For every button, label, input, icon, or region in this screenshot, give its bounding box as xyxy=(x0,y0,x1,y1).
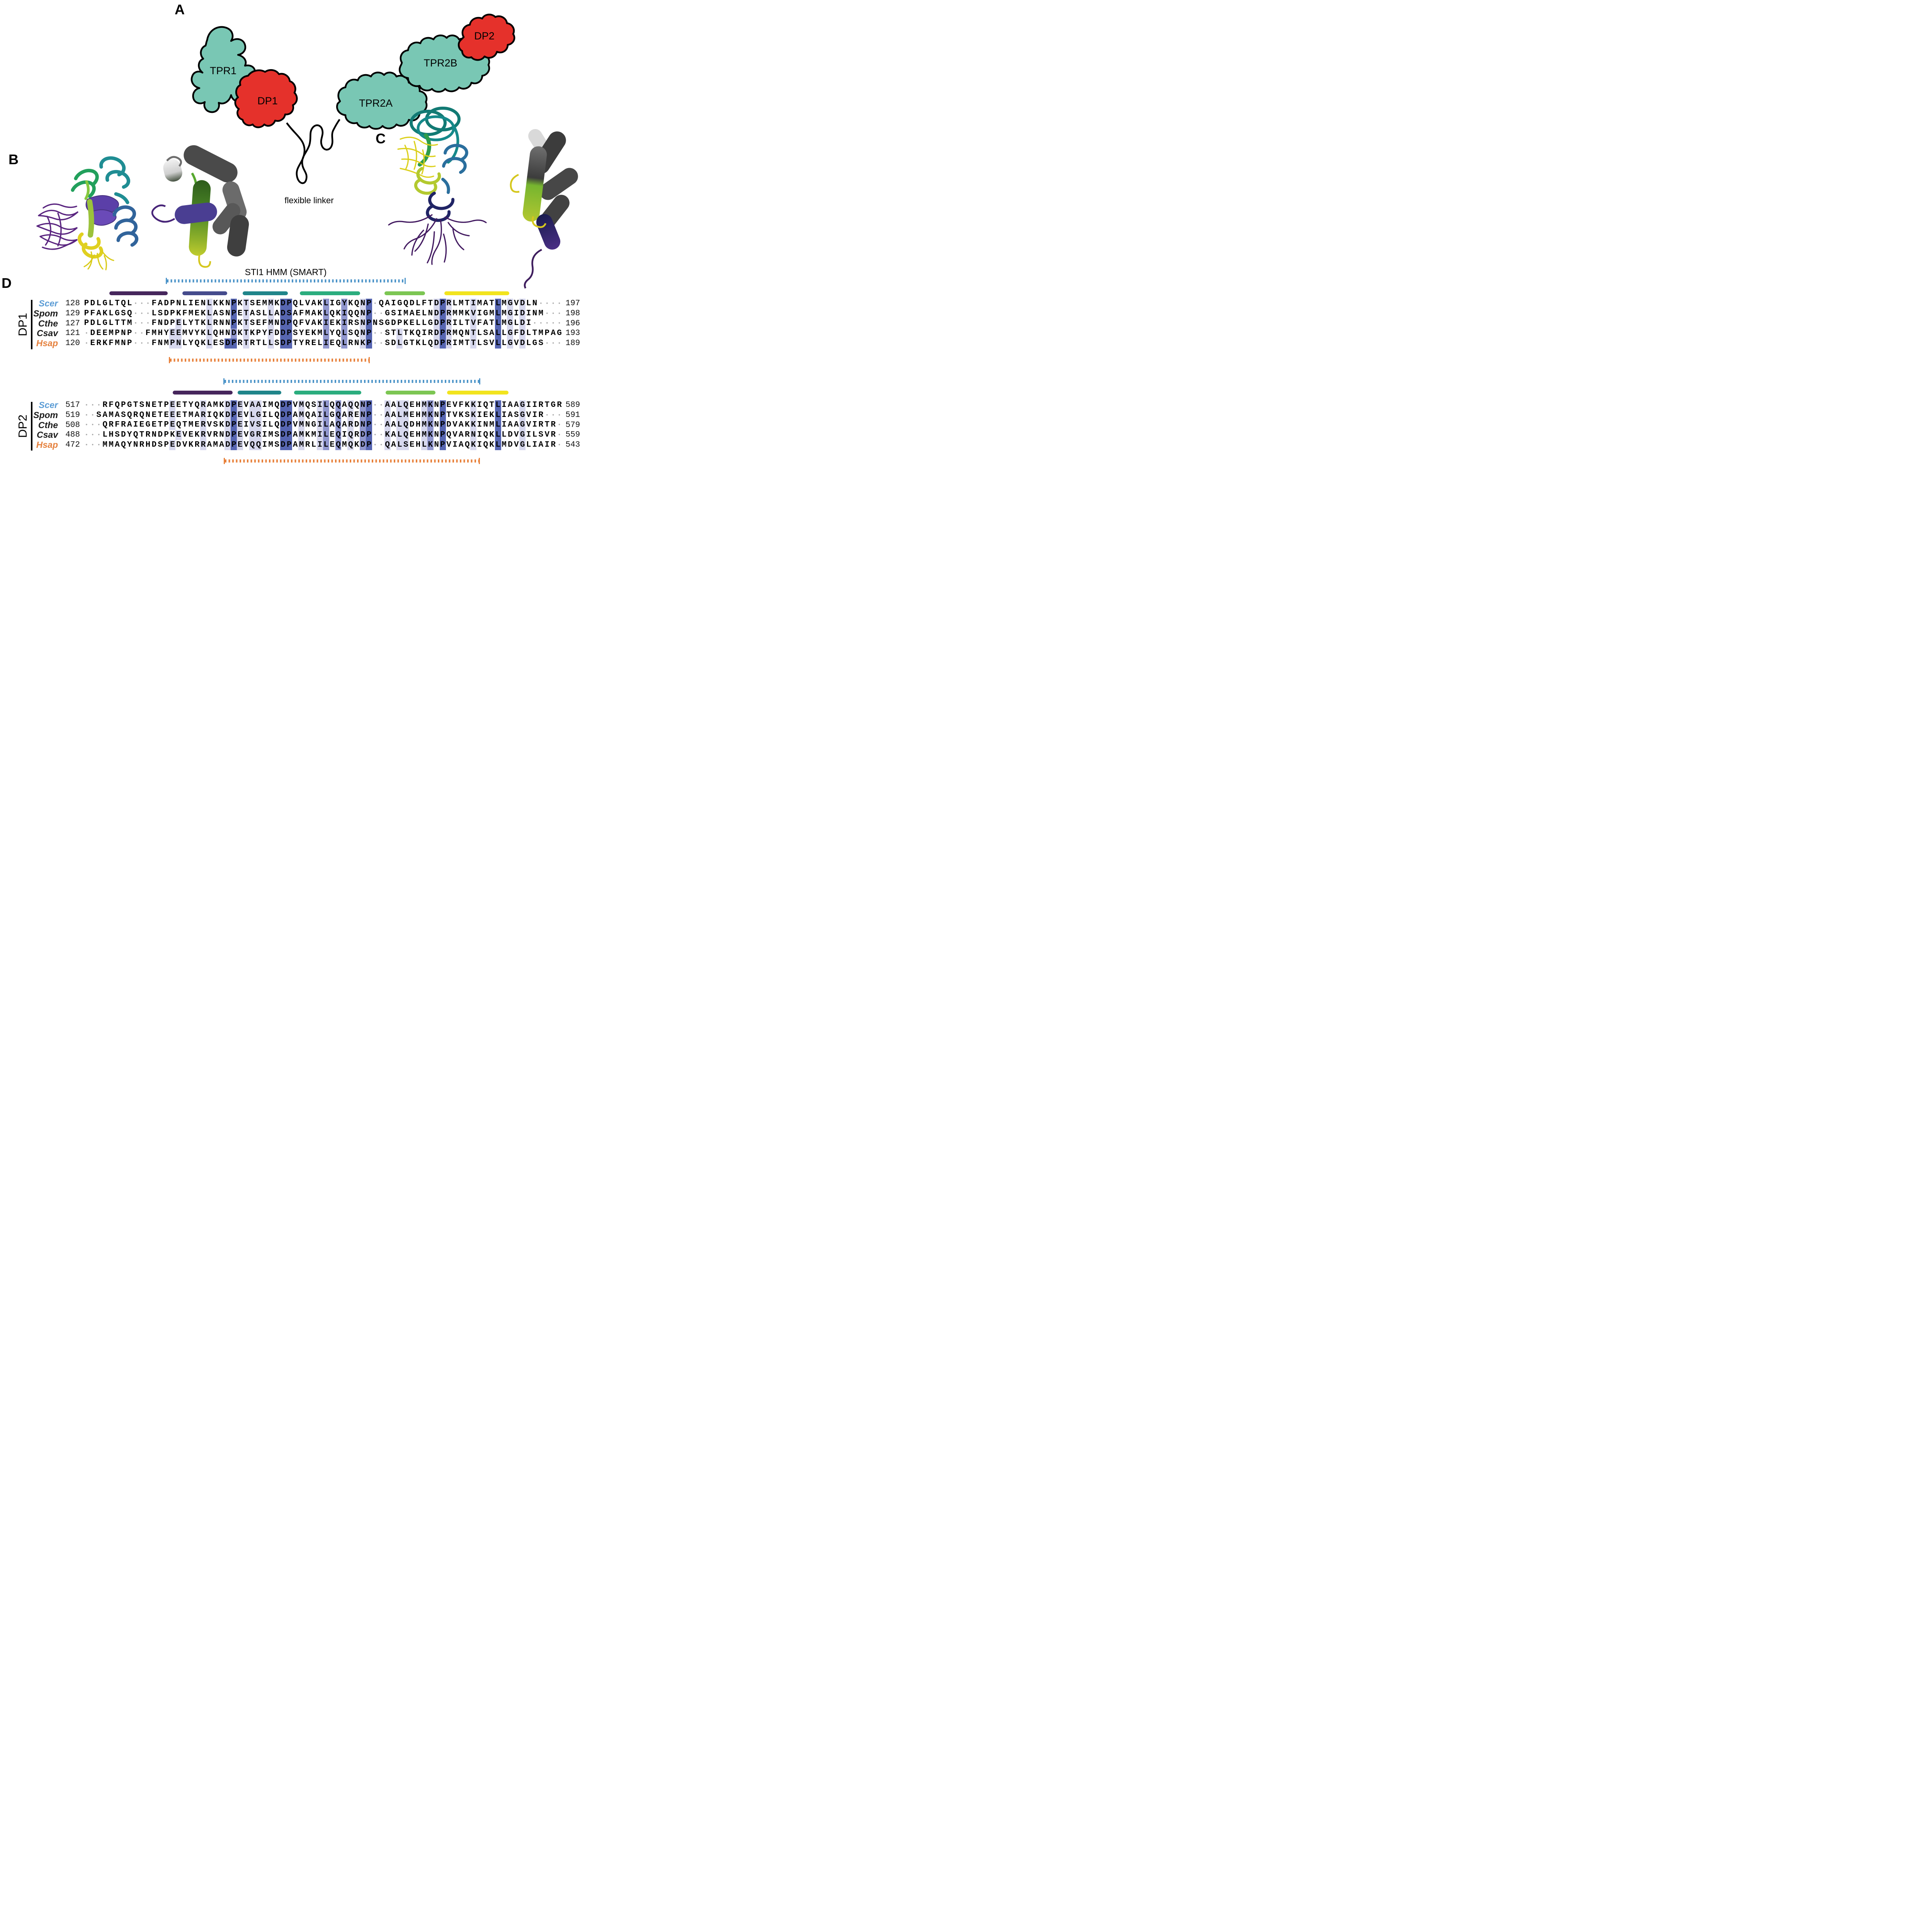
end-residue-number: 197 xyxy=(565,299,580,308)
dp2-helix-bar-lightgreen xyxy=(386,391,435,395)
domain-cartoon xyxy=(190,14,515,184)
flexible-linker-line xyxy=(286,119,340,184)
end-residue-number: 559 xyxy=(565,430,580,440)
panel-b-label: B xyxy=(9,151,19,167)
end-residue-number: 196 xyxy=(565,319,580,328)
sequence: P D L G L T Q L • • • F A D P N L I E N L K K N P K T S E M M K D P Q L V A K L… xyxy=(84,299,561,309)
start-residue-number: 127 xyxy=(65,319,80,328)
dp2-cylinder-model xyxy=(510,129,578,289)
dp2-row-spom: Spom 519 • • S A M A S Q R Q N E T E E E T M A R I Q K D P E V L G I L Q D… xyxy=(0,410,587,420)
figure-art xyxy=(36,14,578,289)
end-residue-number: 591 xyxy=(565,411,580,420)
end-residue-number: 193 xyxy=(565,329,580,338)
species-label: Cthe xyxy=(38,420,58,430)
dp2-label: DP2 xyxy=(474,30,495,42)
dp1-side-bracket xyxy=(31,300,32,349)
dp2-row-csav: Csav 488 • • • L H S D Y Q T R N D P K E V E K R V R N D P E V G R I M S D… xyxy=(0,430,587,440)
sequence: P F A K L G S Q • • • L S D P K F M E K L A S N P E T A S L L A D S A F M A K L… xyxy=(84,308,561,319)
dp1-helix-bar-yellow xyxy=(444,291,509,295)
species-label: Spom xyxy=(33,410,58,420)
start-residue-number: 121 xyxy=(65,329,80,338)
dp1-blob xyxy=(234,69,298,128)
dp2-helix-bar-teal xyxy=(238,391,281,395)
dp1-dp-bracket xyxy=(169,357,370,363)
sequence: • • S A M A S Q R Q N E T E E E T M A R I Q K D P E V L G I L Q D P A M Q A I L… xyxy=(85,410,561,420)
dp2-nmr-ensemble xyxy=(388,107,487,265)
flexible-linker-label: flexible linker xyxy=(284,196,334,205)
sequence: • E R K F M N P • • • F N M P N L Y Q K L E S D P R T R T L L S D P T Y R E L I… xyxy=(85,338,561,349)
end-residue-number: 579 xyxy=(565,420,580,430)
start-residue-number: 120 xyxy=(65,339,80,348)
dp1-cylinder-model xyxy=(151,145,249,268)
dp1-nmr-ensemble xyxy=(36,156,139,270)
species-label: Csav xyxy=(37,328,58,338)
dp2-helix-bar-purple xyxy=(173,391,233,395)
tpr2a-blob xyxy=(336,71,428,130)
sequence: • D E E M P N P • • F M H Y E E M V Y K L Q H N D K T K P Y F D D P S Y E K M L… xyxy=(85,328,562,338)
dp2-row-scer: Scer 517 • • • R F Q P G T S N E T P E E T Y Q R A M K D P E V A A I M Q D… xyxy=(0,400,587,410)
end-residue-number: 543 xyxy=(565,440,580,450)
dp1-helix-bar-green xyxy=(300,291,360,295)
species-label: Cthe xyxy=(38,318,58,328)
dp2-dp-bracket xyxy=(224,458,480,464)
dp1-row-scer: Scer 128 P D L G L T Q L • • • F A D P N L I E N L K K N P K T S E M M K D… xyxy=(0,298,587,309)
tpr1-label: TPR1 xyxy=(209,65,237,77)
dp2-blob xyxy=(457,14,515,61)
dp1-helix-bar-purple xyxy=(109,291,168,295)
sequence: • • • L H S D Y Q T R N D P K E V E K R V R N D P E V G R I M S D P A M K M I L… xyxy=(85,430,561,440)
start-residue-number: 128 xyxy=(65,299,80,308)
sequence: • • • Q R F R A I E G E T P E Q T M E R V S K D P E I V S I L Q D P V M N G I L… xyxy=(85,420,561,430)
dp2-row-hsap: Hsap 472 • • • M M A Q Y N R H D S P E D V K R R A M A D P E V Q Q I M S D… xyxy=(0,440,587,450)
dp1-row-cthe: Cthe 127 P D L G L T T M • • • F N D P E L Y T K L R N N P K T S E F M N D… xyxy=(0,318,587,329)
tpr2b-label: TPR2B xyxy=(423,57,457,69)
figure-canvas: A B C D TPR1 DP1 TPR2A TPR2B DP2 flexibl… xyxy=(0,0,587,464)
dp1-helix-bar-indigo xyxy=(182,291,227,295)
species-label: Scer xyxy=(39,400,58,410)
species-label: Hsap xyxy=(36,338,58,349)
start-residue-number: 508 xyxy=(65,420,80,430)
tpr2a-label: TPR2A xyxy=(359,97,393,109)
start-residue-number: 472 xyxy=(65,440,80,450)
dp1-row-hsap: Hsap 120 • E R K F M N P • • • F N M P N L Y Q K L E S D P R T R T L L S D… xyxy=(0,338,587,349)
sequence: P D L G L T T M • • • F N D P E L Y T K L R N N P K T S E F M N D P Q F V A K I… xyxy=(84,318,561,329)
dp2-hmm-bracket xyxy=(223,378,480,384)
hmm-title: STI1 HMM (SMART) xyxy=(245,267,327,277)
end-residue-number: 198 xyxy=(565,309,580,318)
sequence: • • • M M A Q Y N R H D S P E D V K R R A M A D P E V Q Q I M S D P A M R L I L… xyxy=(85,440,561,450)
panel-d-label: D xyxy=(2,275,12,291)
species-label: Spom xyxy=(33,308,58,319)
dp2-side-bracket xyxy=(31,402,32,451)
species-label: Csav xyxy=(37,430,58,440)
start-residue-number: 129 xyxy=(65,309,80,318)
dp1-label: DP1 xyxy=(257,95,278,107)
species-label: Scer xyxy=(39,298,58,309)
dp2-helix-bar-yellow xyxy=(447,391,509,395)
species-label: Hsap xyxy=(36,440,58,450)
start-residue-number: 517 xyxy=(65,401,80,410)
panel-c-label: C xyxy=(376,131,386,146)
dp1-row-csav: Csav 121 • D E E M P N P • • F M H Y E E M V Y K L Q H N D K T K P Y F D D… xyxy=(0,328,587,338)
dp1-helix-bar-teal xyxy=(243,291,288,295)
sequence: • • • R F Q P G T S N E T P E E T Y Q R A M K D P E V A A I M Q D P V M Q S I L… xyxy=(85,400,562,410)
end-residue-number: 189 xyxy=(565,339,580,348)
dp1-helix-bar-lightgreen xyxy=(384,291,425,295)
dp1-hmm-bracket xyxy=(166,278,406,284)
end-residue-number: 589 xyxy=(565,401,580,410)
start-residue-number: 519 xyxy=(65,411,80,420)
dp2-helix-bar-green xyxy=(294,391,361,395)
dp2-row-cthe: Cthe 508 • • • Q R F R A I E G E T P E Q T M E R V S K D P E I V S I L Q D… xyxy=(0,420,587,430)
start-residue-number: 488 xyxy=(65,430,80,440)
panel-a-label: A xyxy=(175,2,185,17)
dp1-row-spom: Spom 129 P F A K L G S Q • • • L S D P K F M E K L A S N P E T A S L L A D… xyxy=(0,308,587,319)
